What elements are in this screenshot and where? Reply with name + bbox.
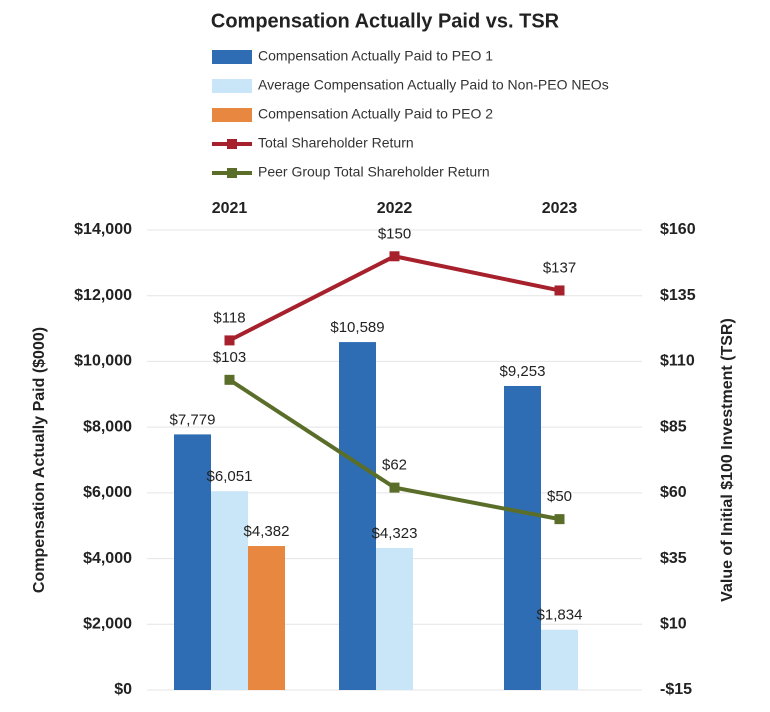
y-tick-label: $2,000 <box>83 616 132 633</box>
y2-tick-label: $135 <box>660 287 696 304</box>
x-tick-label: 2023 <box>542 200 578 217</box>
legend-label: Average Compensation Actually Paid to No… <box>258 77 609 93</box>
legend-swatch <box>227 139 237 149</box>
bar <box>376 547 413 690</box>
legend-label: Compensation Actually Paid to PEO 2 <box>258 106 493 122</box>
data-label: $9,253 <box>500 363 546 380</box>
y-tick-label: $0 <box>114 681 132 698</box>
y-axis-label: Compensation Actually Paid ($000) <box>31 327 48 593</box>
y-tick-label: $4,000 <box>83 550 132 567</box>
legend-swatch <box>212 108 252 122</box>
marker <box>554 514 565 525</box>
marker <box>224 374 235 385</box>
legend-label: Peer Group Total Shareholder Return <box>258 164 490 180</box>
y2-tick-label: -$15 <box>660 681 692 698</box>
bar <box>211 491 248 690</box>
data-label: $7,779 <box>170 411 216 428</box>
data-label: $103 <box>213 349 246 366</box>
data-label: $10,589 <box>330 319 384 336</box>
marker <box>224 335 235 346</box>
y-tick-label: $8,000 <box>83 418 132 435</box>
y-tick-label: $14,000 <box>74 221 132 238</box>
bar <box>248 546 285 690</box>
y2-tick-label: $35 <box>660 550 687 567</box>
y2-tick-label: $110 <box>660 353 695 370</box>
bar <box>504 385 541 690</box>
y2-axis-label: Value of Initial $100 Investment (TSR) <box>719 318 736 602</box>
y2-tick-label: $10 <box>660 616 687 633</box>
marker <box>389 482 400 493</box>
data-label: $1,834 <box>537 607 583 624</box>
y2-tick-label: $85 <box>660 418 687 435</box>
y-tick-label: $6,000 <box>83 484 132 501</box>
marker <box>554 285 565 296</box>
y2-tick-label: $160 <box>660 221 696 238</box>
y-tick-label: $10,000 <box>74 353 132 370</box>
legend-swatch <box>212 79 252 93</box>
data-label: $6,051 <box>207 468 253 485</box>
data-label: $137 <box>543 259 576 276</box>
data-label: $4,323 <box>372 525 418 542</box>
chart-title: Compensation Actually Paid vs. TSR <box>211 10 560 32</box>
data-label: $62 <box>382 457 407 474</box>
data-label: $118 <box>213 309 245 326</box>
bar <box>174 434 211 690</box>
data-label: $50 <box>547 488 572 505</box>
line <box>228 254 560 343</box>
legend-swatch <box>227 168 237 178</box>
legend-label: Compensation Actually Paid to PEO 1 <box>258 48 493 64</box>
legend-swatch <box>212 50 252 64</box>
bar <box>339 342 376 690</box>
y-tick-label: $12,000 <box>74 287 132 304</box>
x-tick-label: 2021 <box>212 200 248 217</box>
data-label: $4,382 <box>244 523 290 540</box>
data-label: $150 <box>378 225 411 242</box>
y2-tick-label: $60 <box>660 484 687 501</box>
marker <box>389 251 400 262</box>
legend-label: Total Shareholder Return <box>258 135 414 151</box>
x-tick-label: 2022 <box>377 200 413 217</box>
bar <box>541 629 578 690</box>
